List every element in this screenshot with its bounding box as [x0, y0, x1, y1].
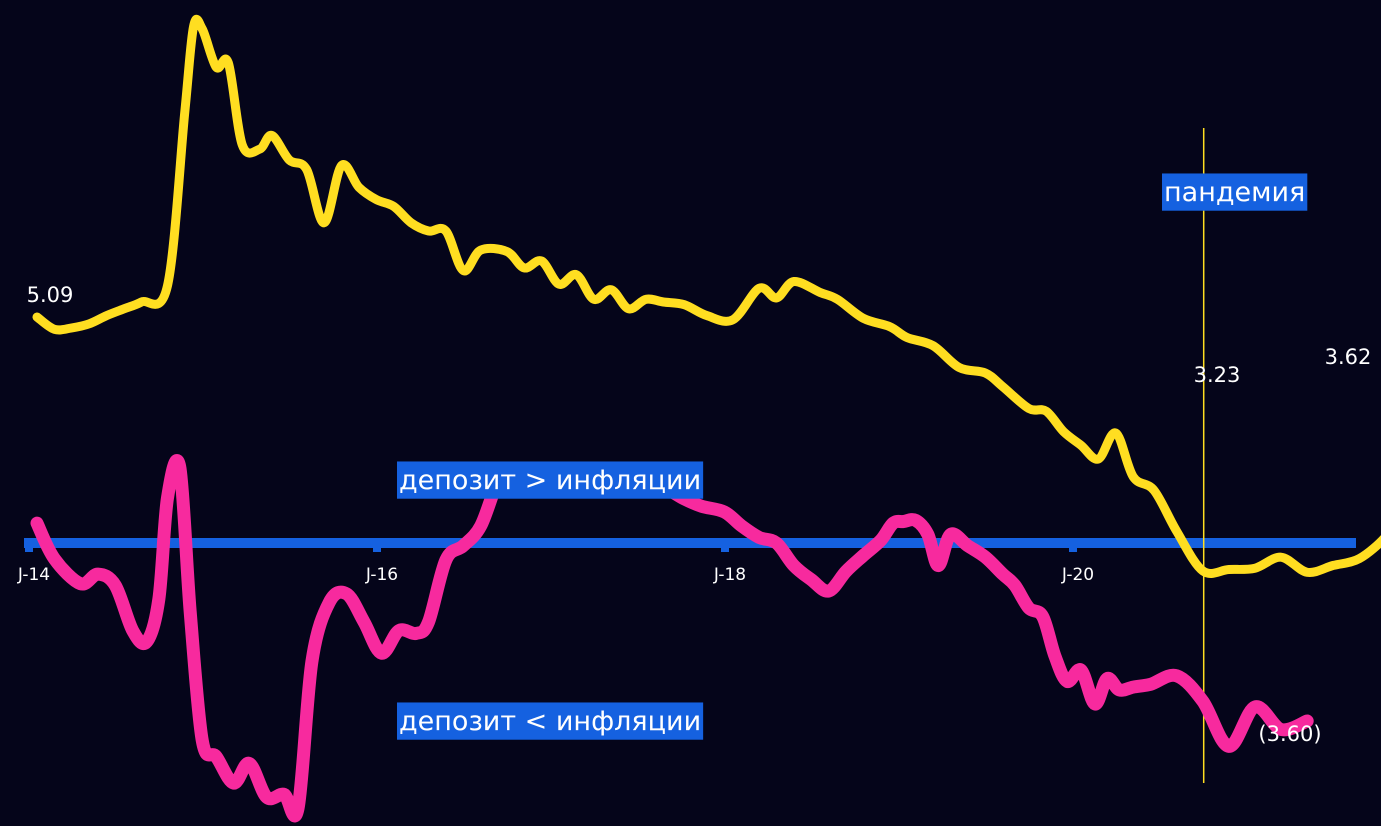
annotation-above-text: депозит > инфляции [399, 465, 701, 496]
deposit-end-label: 3.62 [1325, 345, 1372, 369]
x-tick-mark-J-18 [721, 546, 729, 552]
real-rate-min-label: (3.60) [1258, 722, 1321, 746]
deposit-min-label: 3.23 [1194, 363, 1241, 387]
x-tick-label-J-16: J-16 [365, 565, 398, 585]
x-tick-label-J-14: J-14 [17, 565, 50, 585]
deposit-start-label: 5.09 [27, 283, 74, 307]
annotation-below: депозит < инфляции [397, 702, 704, 740]
deposit-series-line [32, 14, 1381, 578]
pandemic-label-text: пандемия [1164, 177, 1305, 208]
pandemic-label-box [1162, 173, 1308, 211]
x-tick-mark-J-20 [1069, 546, 1077, 552]
annotation-below-text: депозит < инфляции [399, 706, 701, 737]
x-tick-mark-J-16 [373, 546, 381, 552]
annotation-above-box [397, 461, 704, 499]
x-tick-label-J-20: J-20 [1061, 565, 1094, 585]
annotation-below-box [397, 702, 704, 740]
pandemic-label: пандемия [1162, 173, 1308, 211]
annotation-above: депозит > инфляции [397, 461, 704, 499]
x-tick-label-J-18: J-18 [713, 565, 746, 585]
x-tick-mark-J-14 [25, 546, 33, 552]
